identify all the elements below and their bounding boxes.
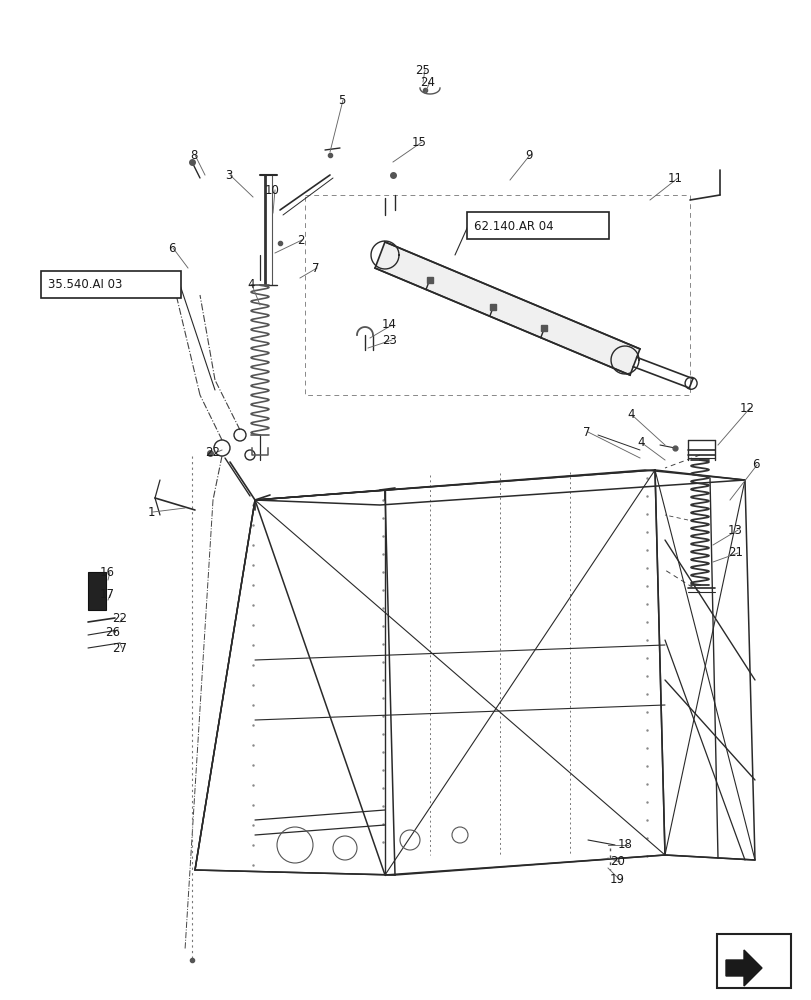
FancyBboxPatch shape xyxy=(41,271,181,298)
Text: 5: 5 xyxy=(337,94,345,107)
Text: 21: 21 xyxy=(727,546,742,560)
Text: 7: 7 xyxy=(311,261,319,274)
Text: 13: 13 xyxy=(727,524,742,536)
Text: 22: 22 xyxy=(204,446,220,460)
Text: 8: 8 xyxy=(190,149,197,162)
Text: 9: 9 xyxy=(525,149,532,162)
Text: 22: 22 xyxy=(112,611,127,624)
Text: 1: 1 xyxy=(148,506,156,518)
Text: 27: 27 xyxy=(112,642,127,654)
Text: 24: 24 xyxy=(419,76,435,89)
Text: 6: 6 xyxy=(168,241,175,254)
Text: 4: 4 xyxy=(636,436,644,450)
Text: 18: 18 xyxy=(617,838,632,851)
Text: 23: 23 xyxy=(381,334,397,347)
Bar xyxy=(88,572,106,610)
Text: 6: 6 xyxy=(751,458,758,472)
Text: 4: 4 xyxy=(247,278,254,292)
Text: 19: 19 xyxy=(609,874,624,886)
Text: 10: 10 xyxy=(264,184,280,197)
Text: 25: 25 xyxy=(414,64,429,77)
Text: 4: 4 xyxy=(626,408,633,422)
Text: 16: 16 xyxy=(100,566,115,578)
Polygon shape xyxy=(375,242,639,375)
Text: 3: 3 xyxy=(225,169,232,182)
Text: 2: 2 xyxy=(297,233,304,246)
Text: 17: 17 xyxy=(100,588,115,601)
Text: 35.540.AI 03: 35.540.AI 03 xyxy=(48,278,122,292)
Text: 26: 26 xyxy=(105,626,120,639)
Text: 15: 15 xyxy=(411,136,427,149)
Text: 62.140.AR 04: 62.140.AR 04 xyxy=(474,220,553,232)
Text: 20: 20 xyxy=(609,855,624,868)
Text: 12: 12 xyxy=(739,401,754,414)
FancyBboxPatch shape xyxy=(466,212,608,239)
Polygon shape xyxy=(725,950,761,986)
Text: 11: 11 xyxy=(667,172,682,185)
Text: 14: 14 xyxy=(381,318,397,332)
Text: 7: 7 xyxy=(582,426,590,438)
FancyBboxPatch shape xyxy=(716,934,790,988)
